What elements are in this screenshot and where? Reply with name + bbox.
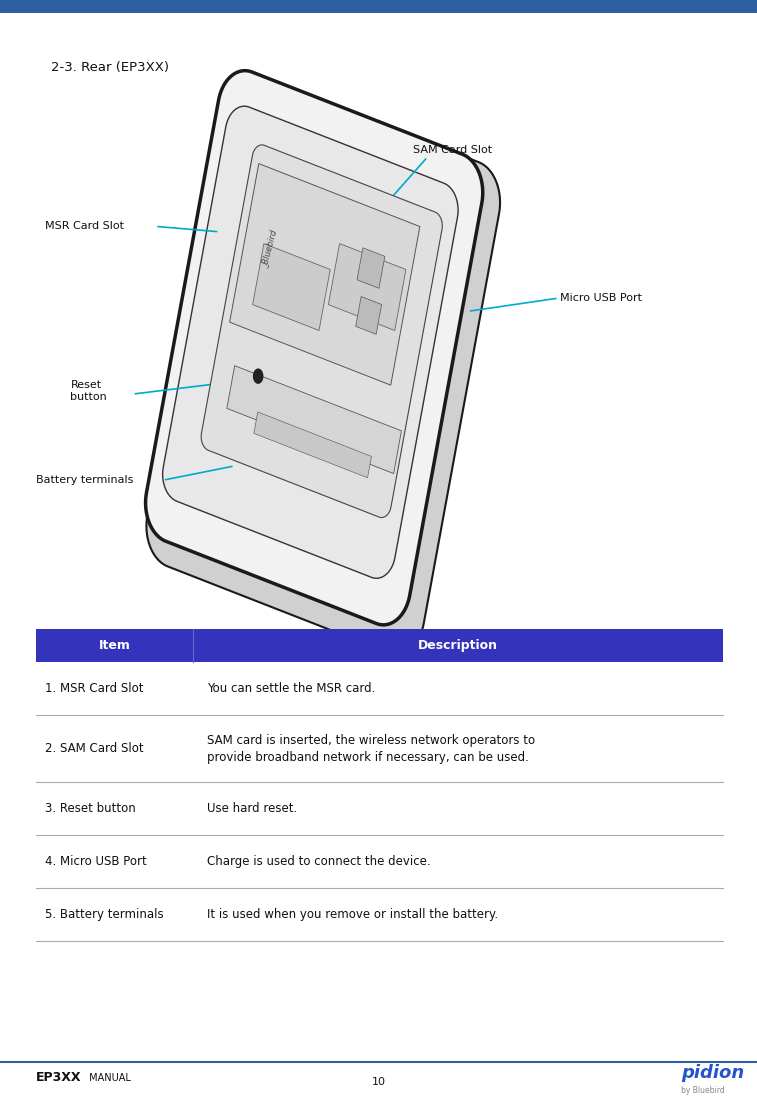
Polygon shape [329, 244, 406, 330]
Polygon shape [254, 412, 372, 478]
Text: MSR Card Slot: MSR Card Slot [45, 221, 124, 232]
Polygon shape [253, 244, 330, 330]
Polygon shape [357, 247, 385, 288]
Text: SAM card is inserted, the wireless network operators to
provide broadband networ: SAM card is inserted, the wireless netwo… [207, 733, 534, 764]
Polygon shape [201, 145, 442, 518]
Text: 2. SAM Card Slot: 2. SAM Card Slot [45, 742, 144, 755]
Text: Battery terminals: Battery terminals [36, 475, 134, 486]
Polygon shape [229, 163, 420, 385]
Polygon shape [145, 71, 483, 625]
Bar [36, 629, 723, 662]
Text: Item: Item [98, 639, 131, 652]
Polygon shape [356, 297, 382, 335]
Polygon shape [227, 365, 401, 474]
Text: 1. MSR Card Slot: 1. MSR Card Slot [45, 682, 144, 696]
Text: 3. Reset button: 3. Reset button [45, 802, 136, 815]
Text: MANUAL: MANUAL [86, 1072, 130, 1083]
Circle shape [253, 369, 263, 384]
Text: 5. Battery terminals: 5. Battery terminals [45, 907, 164, 921]
Text: Charge is used to connect the device.: Charge is used to connect the device. [207, 854, 430, 868]
Text: by Bluebird: by Bluebird [681, 1086, 725, 1095]
Text: Use hard reset.: Use hard reset. [207, 802, 297, 815]
Text: Micro USB Port: Micro USB Port [560, 293, 642, 304]
Polygon shape [146, 74, 500, 655]
Text: EP3XX: EP3XX [36, 1071, 82, 1084]
Text: 4. Micro USB Port: 4. Micro USB Port [45, 854, 147, 868]
Text: pidion: pidion [681, 1064, 745, 1082]
Text: You can settle the MSR card.: You can settle the MSR card. [207, 682, 375, 696]
Text: _Bluebird: _Bluebird [260, 229, 278, 268]
Text: SAM Card Slot: SAM Card Slot [413, 145, 492, 155]
Bar [0, 0, 757, 13]
Text: 2-3. Rear (EP3XX): 2-3. Rear (EP3XX) [51, 61, 170, 74]
Text: It is used when you remove or install the battery.: It is used when you remove or install th… [207, 907, 498, 921]
Text: Reset
button: Reset button [70, 380, 107, 402]
Polygon shape [163, 106, 458, 578]
Text: Description: Description [418, 639, 498, 652]
Text: 10: 10 [372, 1076, 385, 1087]
